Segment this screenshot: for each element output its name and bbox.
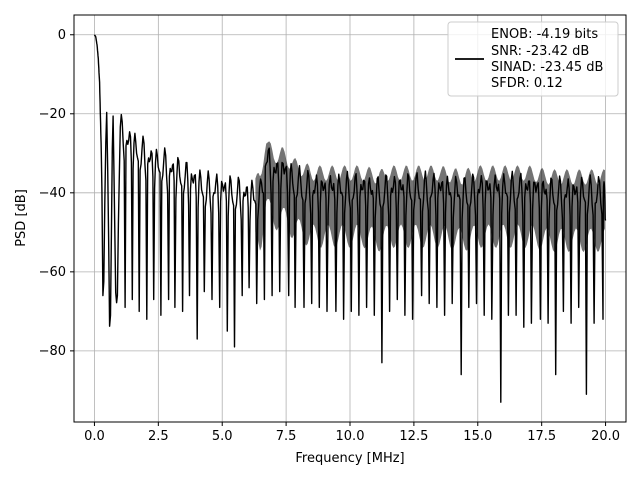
x-tick-label: 10.0	[336, 429, 365, 444]
x-tick-label: 12.5	[399, 429, 428, 444]
ticks: 0.0 2.5 5.0 7.5 10.0 12.5 15.0 17.5 20.0 0 −20 −40 −…	[39, 28, 620, 444]
x-tick-label: 20.0	[591, 429, 620, 444]
x-tick-label: 17.5	[527, 429, 556, 444]
legend: ENOB: -4.19 bits SNR: -23.42 dB SINAD: -…	[447, 21, 619, 97]
x-axis-label: Frequency [MHz]	[295, 451, 404, 466]
legend-entry-snr: SNR: -23.42 dB	[491, 44, 589, 59]
x-tick-label: 0.0	[84, 429, 105, 444]
y-tick-label: −60	[39, 265, 66, 280]
y-tick-label: −80	[39, 344, 66, 359]
y-tick-label: −20	[39, 107, 66, 122]
x-tick-label: 5.0	[212, 429, 233, 444]
legend-entry-sinad: SINAD: -23.45 dB	[491, 60, 603, 75]
x-tick-label: 2.5	[148, 429, 169, 444]
y-axis-label: PSD [dB]	[14, 189, 29, 247]
legend-entry-enob: ENOB: -4.19 bits	[491, 27, 598, 42]
y-tick-label: 0	[58, 28, 66, 43]
x-tick-label: 15.0	[463, 429, 492, 444]
x-tick-label: 7.5	[276, 429, 297, 444]
legend-entry-sfdr: SFDR: 0.12	[491, 76, 563, 91]
legend-box	[447, 21, 619, 97]
data-layer	[93, 34, 607, 403]
psd-noise-band	[255, 141, 605, 253]
y-tick-label: −40	[39, 186, 66, 201]
